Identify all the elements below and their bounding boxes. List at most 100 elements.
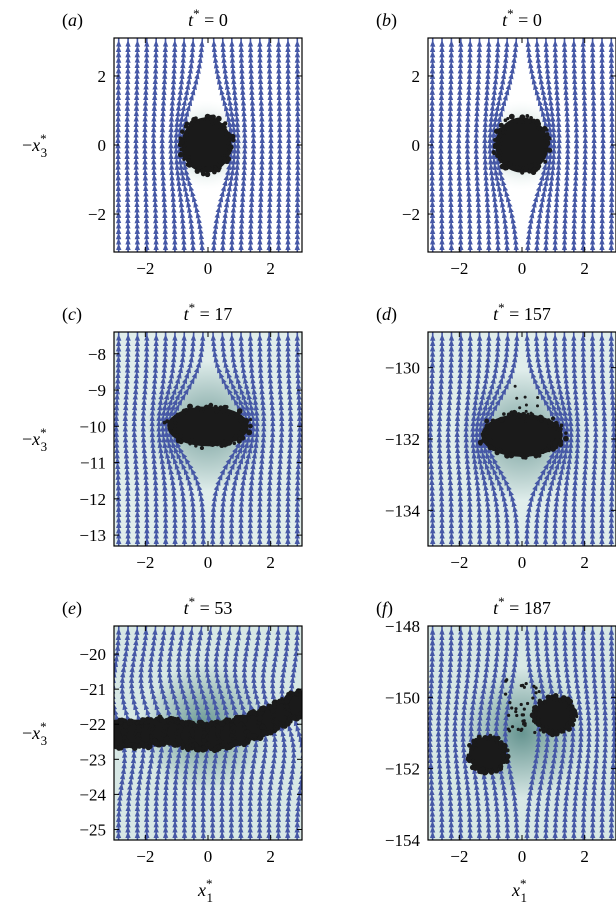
particle <box>506 117 510 121</box>
streamline <box>428 626 436 840</box>
particle <box>531 713 536 717</box>
streamline <box>464 38 473 252</box>
particle <box>299 691 302 696</box>
particle <box>122 735 127 740</box>
streamline <box>580 38 589 252</box>
particle <box>514 707 518 711</box>
particle-blob <box>181 117 232 173</box>
y-tick-label: −2 <box>88 205 106 224</box>
particle <box>108 729 113 734</box>
x-tick-label: 2 <box>266 847 275 866</box>
particle <box>188 442 192 446</box>
y-tick-label: −152 <box>385 760 420 779</box>
particle <box>122 723 128 729</box>
particle <box>557 426 563 432</box>
particle <box>514 709 518 714</box>
particle <box>518 452 524 458</box>
particle <box>197 746 203 752</box>
particle <box>217 441 223 446</box>
x-axis-label: x* 1 <box>197 876 213 905</box>
particle <box>487 444 494 451</box>
particle <box>149 734 153 738</box>
particle <box>514 165 519 170</box>
particle <box>170 719 175 723</box>
particle <box>519 114 526 121</box>
streamline <box>266 38 274 252</box>
particle <box>206 741 211 746</box>
particle <box>213 118 218 123</box>
streamline <box>256 332 267 546</box>
particle <box>481 437 488 444</box>
y-tick-label: −20 <box>79 645 106 664</box>
particle <box>183 143 188 147</box>
particle <box>240 424 247 430</box>
particle <box>150 727 154 732</box>
particle <box>474 737 479 742</box>
particle <box>523 419 527 423</box>
x-axis-label: x* 1 <box>511 876 527 905</box>
particle <box>541 132 546 137</box>
particle <box>237 741 241 745</box>
x-tick-label: 0 <box>518 847 527 866</box>
particle <box>136 731 141 736</box>
particle <box>565 724 570 729</box>
particle <box>184 408 188 412</box>
particle <box>533 730 537 735</box>
streamline <box>114 332 122 546</box>
particle <box>568 718 572 723</box>
particle <box>246 429 253 436</box>
y-tick-label: −8 <box>88 345 106 364</box>
particle <box>504 679 508 683</box>
particle <box>525 701 530 706</box>
particle <box>278 722 283 727</box>
particle <box>495 136 501 142</box>
particle <box>482 734 488 741</box>
particle <box>220 122 225 128</box>
particle <box>120 728 127 735</box>
particle <box>492 765 498 771</box>
particle <box>536 395 540 399</box>
particle <box>515 396 519 400</box>
particle <box>169 740 175 746</box>
particle <box>289 694 293 698</box>
particle <box>201 738 207 744</box>
particle <box>258 705 265 712</box>
particle <box>179 147 184 152</box>
particle <box>548 137 552 141</box>
particle <box>159 740 164 745</box>
particle <box>204 407 208 411</box>
particle <box>109 729 114 734</box>
particle <box>536 707 541 711</box>
particle <box>236 438 242 444</box>
particle <box>108 727 112 731</box>
y-tick-label: −21 <box>79 680 106 699</box>
particle <box>108 730 111 733</box>
particle <box>185 747 190 752</box>
particle <box>547 424 552 429</box>
panel-title: t* = 17 <box>184 300 233 324</box>
streamline <box>589 332 599 546</box>
panel-label: (a) <box>62 10 83 31</box>
x-tick-label: 0 <box>518 259 527 278</box>
particle <box>511 409 518 416</box>
streamline <box>257 38 265 252</box>
particle <box>541 450 545 455</box>
streamline <box>599 626 609 840</box>
y-tick-label: −132 <box>385 430 420 449</box>
particle <box>522 719 526 723</box>
particle <box>487 768 492 773</box>
streamline <box>438 38 445 252</box>
y-tick-label: 0 <box>412 136 421 155</box>
y-tick-label: 0 <box>98 136 107 155</box>
particle <box>536 164 542 169</box>
streamline <box>589 38 597 252</box>
particle <box>221 440 226 445</box>
streamline <box>229 38 241 252</box>
particle <box>177 151 184 158</box>
particle <box>270 706 274 710</box>
particle <box>248 423 253 429</box>
particle <box>233 735 237 739</box>
particle <box>173 420 178 425</box>
x-tick-label: −2 <box>450 259 468 278</box>
particle <box>227 144 234 151</box>
